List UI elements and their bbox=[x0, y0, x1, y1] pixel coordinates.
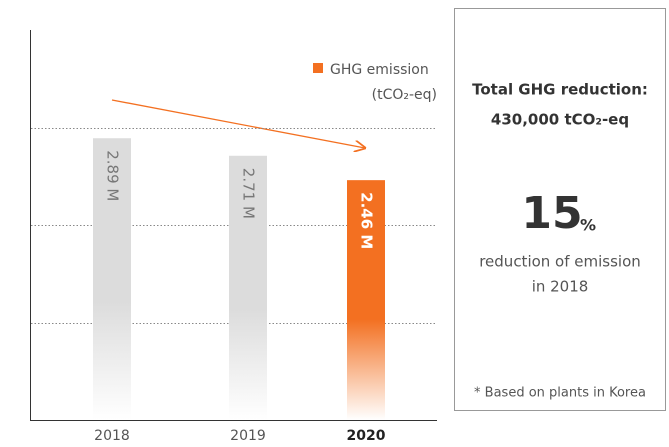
x-tick-label: 2018 bbox=[94, 428, 130, 444]
x-tick-label: 2019 bbox=[230, 428, 266, 444]
panel-percent-unit: % bbox=[580, 216, 596, 235]
value-label: 2.89 M bbox=[104, 150, 122, 201]
bar bbox=[93, 138, 131, 420]
bar bbox=[347, 180, 385, 420]
x-tick-label: 2020 bbox=[347, 428, 386, 444]
trend-arrow bbox=[111, 99, 365, 148]
panel-caption: in 2018 bbox=[532, 278, 589, 296]
panel-percent: 15 bbox=[521, 188, 582, 239]
bar bbox=[229, 155, 267, 420]
value-label: 2.46 M bbox=[358, 192, 376, 249]
summary-panel bbox=[454, 8, 666, 411]
legend-label: GHG emission bbox=[330, 62, 429, 78]
panel-caption: reduction of emission bbox=[479, 253, 641, 271]
legend-swatch bbox=[313, 63, 323, 73]
legend-unit: (tCO₂-eq) bbox=[372, 87, 437, 103]
panel-amount: 430,000 tCO₂-eq bbox=[491, 111, 629, 129]
value-label: 2.71 M bbox=[240, 168, 258, 219]
panel-title: Total GHG reduction: bbox=[472, 81, 648, 99]
panel-note: * Based on plants in Korea bbox=[474, 386, 646, 401]
